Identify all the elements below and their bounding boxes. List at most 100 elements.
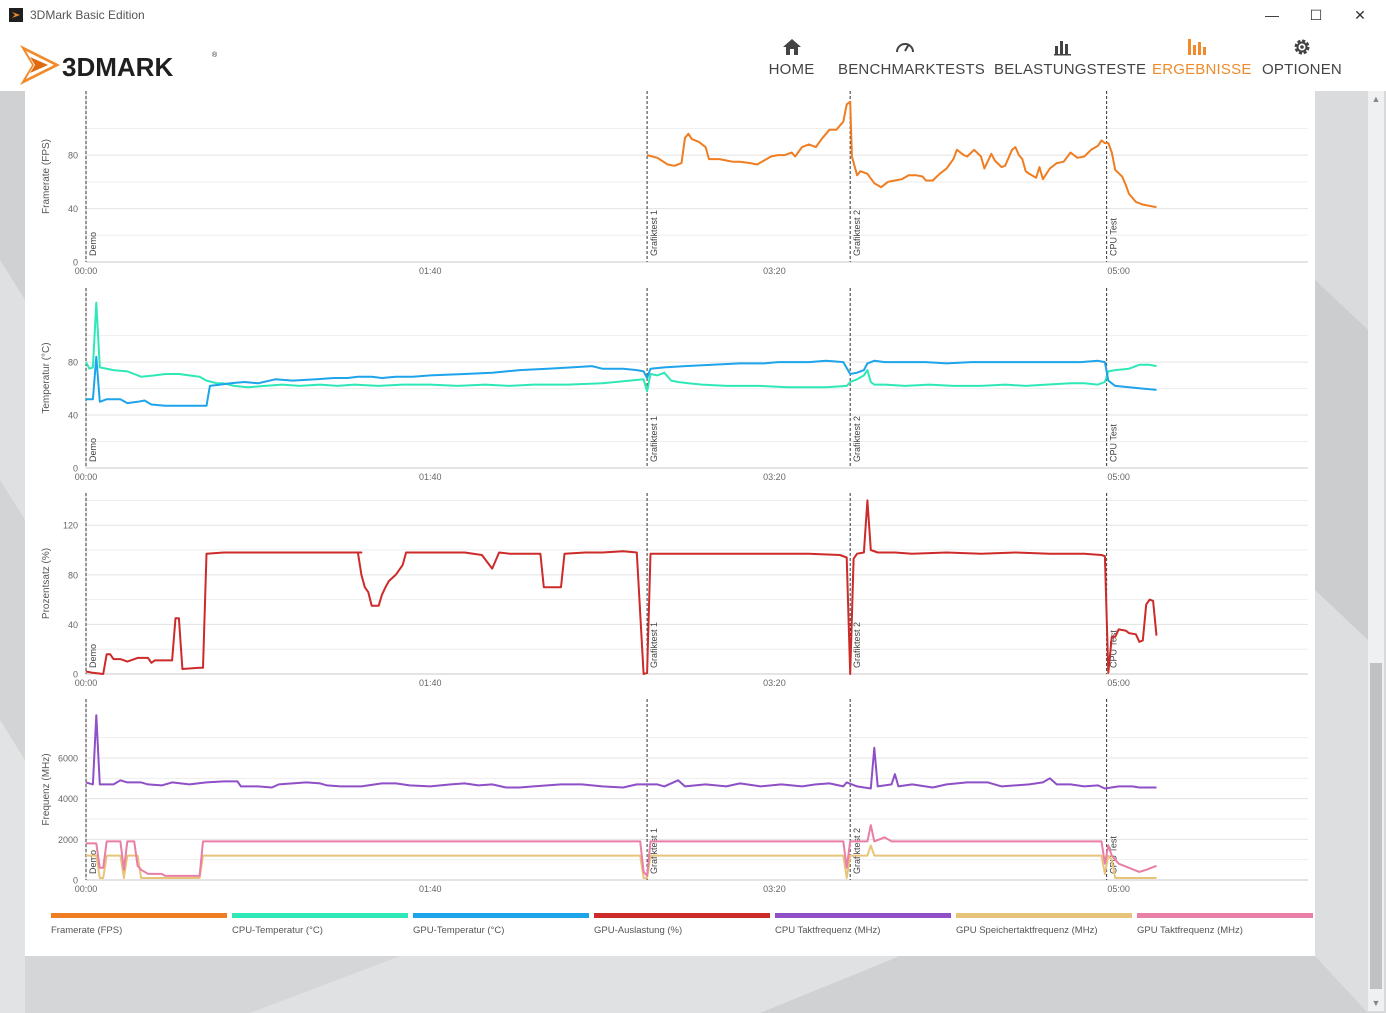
results-chart-icon <box>1188 39 1206 55</box>
series-line <box>85 714 1157 790</box>
x-tick-label: 01:40 <box>419 472 442 482</box>
x-tick-label: 05:00 <box>1107 678 1130 688</box>
legend-label: CPU Taktfrequenz (MHz) <box>775 925 881 936</box>
nav-benchmarktests-label: BENCHMARKTESTS <box>838 61 985 78</box>
app-icon <box>9 8 23 22</box>
nav-benchmarktests[interactable]: BENCHMARKTESTS <box>838 37 985 78</box>
x-tick-label: 03:20 <box>763 266 786 276</box>
test-marker-label: CPU Test <box>1109 836 1119 874</box>
legend-label: GPU-Temperatur (°C) <box>413 925 505 936</box>
3dmark-logo[interactable]: 3DMARK ® <box>18 37 228 87</box>
legend-item[interactable]: GPU-Auslastung (%) <box>594 913 770 936</box>
nav-belastungsteste-label: BELASTUNGSTESTE <box>994 61 1147 78</box>
y-axis-label: Frequenz (MHz) <box>41 753 52 825</box>
legend-label: CPU-Temperatur (°C) <box>232 925 323 936</box>
test-marker-label: Grafiktest 1 <box>649 828 659 874</box>
y-tick-label: 0 <box>73 670 78 680</box>
y-tick-label: 2000 <box>58 835 78 845</box>
legend-color-swatch <box>51 913 227 918</box>
bar-chart-icon <box>1054 41 1071 56</box>
window-titlebar: 3DMark Basic Edition — ☐ ✕ <box>0 0 1386 32</box>
maximize-button[interactable]: ☐ <box>1309 7 1323 23</box>
x-tick-label: 00:00 <box>75 266 98 276</box>
monitoring-charts: 0 40 80 Framerate (FPS) 00:00 01:40 03:20 05:00… <box>41 91 1308 894</box>
nav-home-label: HOME <box>768 61 815 78</box>
legend-item[interactable]: GPU Taktfrequenz (MHz) <box>1137 913 1313 936</box>
y-tick-label: 40 <box>68 204 78 214</box>
scroll-up-arrow-icon[interactable]: ▲ <box>1371 94 1381 104</box>
legend-label: GPU Taktfrequenz (MHz) <box>1137 925 1243 936</box>
nav-ergebnisse[interactable]: ERGEBNISSE <box>1152 37 1252 78</box>
test-marker-label: Demo <box>88 644 98 668</box>
home-icon <box>782 39 801 55</box>
gear-icon <box>1294 39 1310 55</box>
x-tick-label: 00:00 <box>75 884 98 894</box>
x-tick-label: 01:40 <box>419 678 442 688</box>
y-tick-label: 40 <box>68 620 78 630</box>
series-line <box>85 301 1157 393</box>
legend-color-swatch <box>956 913 1132 918</box>
y-tick-label: 80 <box>68 570 78 580</box>
scrollbar[interactable]: ▲ ▼ <box>1368 91 1384 1011</box>
test-marker-label: Grafiktest 2 <box>852 622 862 668</box>
nav-optionen-label: OPTIONEN <box>1262 61 1342 78</box>
nav-belastungsteste[interactable]: BELASTUNGSTESTE <box>994 37 1147 78</box>
test-marker-label: CPU Test <box>1109 218 1119 256</box>
series-line <box>646 100 1157 209</box>
y-tick-label: 0 <box>73 876 78 886</box>
series-line <box>85 499 1158 675</box>
y-tick-label: 40 <box>68 411 78 421</box>
test-marker-label: CPU Test <box>1109 630 1119 668</box>
scroll-down-arrow-icon[interactable]: ▼ <box>1371 998 1381 1008</box>
legend-item[interactable]: GPU Speichertaktfrequenz (MHz) <box>956 913 1132 936</box>
legend-label: Framerate (FPS) <box>51 925 123 936</box>
y-tick-label: 4000 <box>58 794 78 804</box>
legend-color-swatch <box>413 913 589 918</box>
x-tick-label: 00:00 <box>75 472 98 482</box>
y-axis-label: Framerate (FPS) <box>41 139 52 214</box>
nav-optionen[interactable]: OPTIONEN <box>1262 37 1342 78</box>
test-marker-label: Demo <box>88 438 98 462</box>
legend-color-swatch <box>232 913 408 918</box>
test-marker-label: Grafiktest 2 <box>852 828 862 874</box>
test-marker-label: CPU Test <box>1109 424 1119 462</box>
logo-registered-mark: ® <box>212 51 218 59</box>
x-tick-label: 00:00 <box>75 678 98 688</box>
close-button[interactable]: ✕ <box>1354 7 1366 23</box>
minimize-button[interactable]: — <box>1265 7 1279 23</box>
test-marker-label: Demo <box>88 850 98 874</box>
y-tick-label: 120 <box>63 521 78 531</box>
legend-color-swatch <box>775 913 951 918</box>
window-title: 3DMark Basic Edition <box>30 8 145 22</box>
logo-wordmark: 3DMARK <box>62 52 173 82</box>
legend-item[interactable]: Framerate (FPS) <box>51 913 227 936</box>
series-line <box>86 355 1157 407</box>
legend-item[interactable]: GPU-Temperatur (°C) <box>413 913 589 936</box>
x-tick-label: 01:40 <box>419 266 442 276</box>
gauge-icon <box>896 43 914 53</box>
x-tick-label: 05:00 <box>1107 472 1130 482</box>
y-tick-label: 0 <box>73 258 78 268</box>
test-marker-label: Grafiktest 2 <box>852 210 862 256</box>
x-tick-label: 05:00 <box>1107 884 1130 894</box>
test-marker-label: Grafiktest 2 <box>852 416 862 462</box>
x-tick-label: 01:40 <box>419 884 442 894</box>
legend-item[interactable]: CPU-Temperatur (°C) <box>232 913 408 936</box>
y-axis-label: Temperatur (°C) <box>41 342 52 413</box>
test-marker-label: Grafiktest 1 <box>649 210 659 256</box>
test-marker-label: Demo <box>88 232 98 256</box>
legend-item[interactable]: CPU Taktfrequenz (MHz) <box>775 913 951 936</box>
x-tick-label: 05:00 <box>1107 266 1130 276</box>
legend-color-swatch <box>1137 913 1313 918</box>
y-tick-label: 80 <box>68 358 78 368</box>
legend-label: GPU-Auslastung (%) <box>594 925 683 936</box>
legend-color-swatch <box>594 913 770 918</box>
y-tick-label: 6000 <box>58 753 78 763</box>
y-tick-label: 80 <box>68 151 78 161</box>
app-header: 3DMARK ® HOME BENCHMARKTESTS BELASTUNGST… <box>0 31 1386 91</box>
y-tick-label: 0 <box>73 464 78 474</box>
nav-home[interactable]: HOME <box>764 37 819 78</box>
nav-ergebnisse-label: ERGEBNISSE <box>1152 61 1252 78</box>
series-line <box>86 844 1157 879</box>
scrollbar-thumb[interactable] <box>1370 663 1382 989</box>
